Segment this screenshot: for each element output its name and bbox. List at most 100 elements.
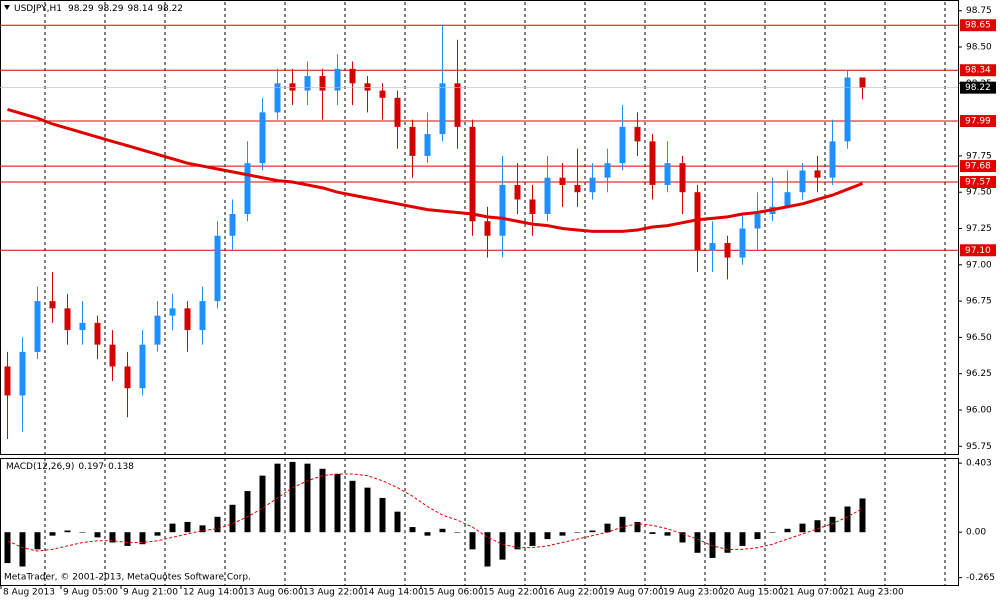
macd-value: 0.197 [78, 462, 104, 472]
x-tick-label: 13 Aug 22:00 [303, 588, 364, 598]
macd-header: MACD(12,26,9) 0.197 0.138 [6, 462, 134, 472]
macd-bar [349, 480, 356, 533]
macd-bar [469, 532, 476, 550]
candle-body [259, 112, 266, 164]
candle-body [169, 308, 176, 316]
candle-body [424, 134, 431, 156]
macd-y-tick-label: -0.265 [966, 573, 995, 583]
candle-body [814, 170, 821, 178]
macd-bar [139, 532, 146, 545]
macd-bar [49, 532, 56, 536]
moving-average [7, 108, 864, 233]
x-tick-label: 9 Aug 05:00 [63, 588, 118, 598]
ohlc-open: 98.29 [68, 4, 94, 14]
candle-body [334, 68, 341, 91]
x-tick-label: 21 Aug 23:00 [843, 588, 904, 598]
macd-bar [259, 475, 266, 533]
macd-bar [244, 491, 251, 533]
macd-bar [829, 516, 836, 533]
level-tag [960, 160, 996, 173]
macd-bar [814, 520, 821, 533]
macd-frame [0, 458, 959, 586]
macd-bar [64, 530, 71, 533]
macd-bar [109, 532, 116, 543]
level-label: 98.34 [965, 66, 991, 76]
candle-body [139, 344, 146, 389]
candle-body [394, 97, 401, 127]
x-tick-label: 15 Aug 06:00 [423, 588, 484, 598]
macd-bar [844, 506, 851, 533]
candle-body [454, 83, 461, 127]
macd-bar [544, 532, 551, 540]
macd-bar [559, 532, 566, 536]
macd-bar [169, 523, 176, 533]
candle-body [529, 199, 536, 214]
macd-bar [589, 530, 596, 533]
x-tick-label: 14 Aug 14:00 [363, 588, 424, 598]
candle-body [304, 76, 311, 91]
macd-bar [394, 511, 401, 533]
candle-body [124, 366, 131, 389]
candle-body [19, 351, 26, 396]
header-arrow [4, 5, 10, 10]
candle-body [574, 184, 581, 193]
macd-bar [409, 527, 416, 533]
x-tick-label: 15 Aug 22:00 [483, 588, 544, 598]
ohlc-low: 98.14 [128, 4, 154, 14]
candle-body [649, 141, 656, 185]
macd-bar [769, 532, 776, 533]
candle-body [289, 83, 296, 91]
macd-y-tick-label: 0.00 [966, 528, 986, 538]
y-tick-label: 97.00 [966, 260, 992, 270]
macd-bar [454, 532, 461, 533]
macd-bar [799, 523, 806, 533]
candle-body [469, 126, 476, 222]
y-tick-label: 98.50 [966, 43, 992, 53]
y-tick-label: 96.00 [966, 405, 992, 415]
candle-body [754, 213, 761, 229]
level-tag [960, 19, 996, 32]
macd-bar [529, 532, 536, 546]
y-tick-label: 95.75 [966, 442, 992, 452]
y-tick-label: 96.75 [966, 297, 992, 307]
macd-bar [79, 532, 86, 533]
symbol: USDJPY,H1 [14, 4, 62, 14]
macd-bar [334, 473, 341, 533]
macd-bar [754, 532, 761, 540]
candle-body [484, 221, 491, 236]
level-label: 98.65 [965, 21, 991, 31]
macd-bar [184, 521, 191, 533]
macd-bar [679, 532, 686, 543]
macd-bar [574, 532, 581, 533]
macd-bar [724, 532, 731, 553]
candle-body [244, 163, 251, 214]
level-label: 97.57 [965, 178, 991, 188]
macd-bar [859, 498, 866, 533]
macd-title: MACD(12,26,9) [6, 462, 74, 472]
candle-body [109, 344, 116, 367]
candle-body [154, 315, 161, 345]
y-tick-label: 97.25 [966, 224, 992, 234]
candle-body [664, 163, 671, 185]
y-tick-label: 96.25 [966, 369, 992, 379]
y-tick-label: 98.75 [966, 6, 992, 16]
candle-body [199, 301, 206, 331]
candle-body [319, 76, 326, 91]
macd-bar [739, 532, 746, 546]
macd-bar [289, 461, 296, 533]
ohlc-close: 98.22 [157, 4, 183, 14]
macd-bar [4, 532, 11, 564]
header: USDJPY,H1 98.29 98.29 98.14 98.22 [14, 4, 183, 14]
candle-body [709, 243, 716, 251]
candle-body [799, 170, 806, 193]
candle-body [499, 184, 506, 236]
candle-body [559, 177, 566, 185]
macd-bar [424, 532, 431, 536]
candle-body [364, 83, 371, 91]
y-tick-label: 97.50 [966, 188, 992, 198]
macd-bar [709, 532, 716, 558]
x-tick-label: 13 Aug 06:00 [243, 588, 304, 598]
candle-body [739, 228, 746, 258]
